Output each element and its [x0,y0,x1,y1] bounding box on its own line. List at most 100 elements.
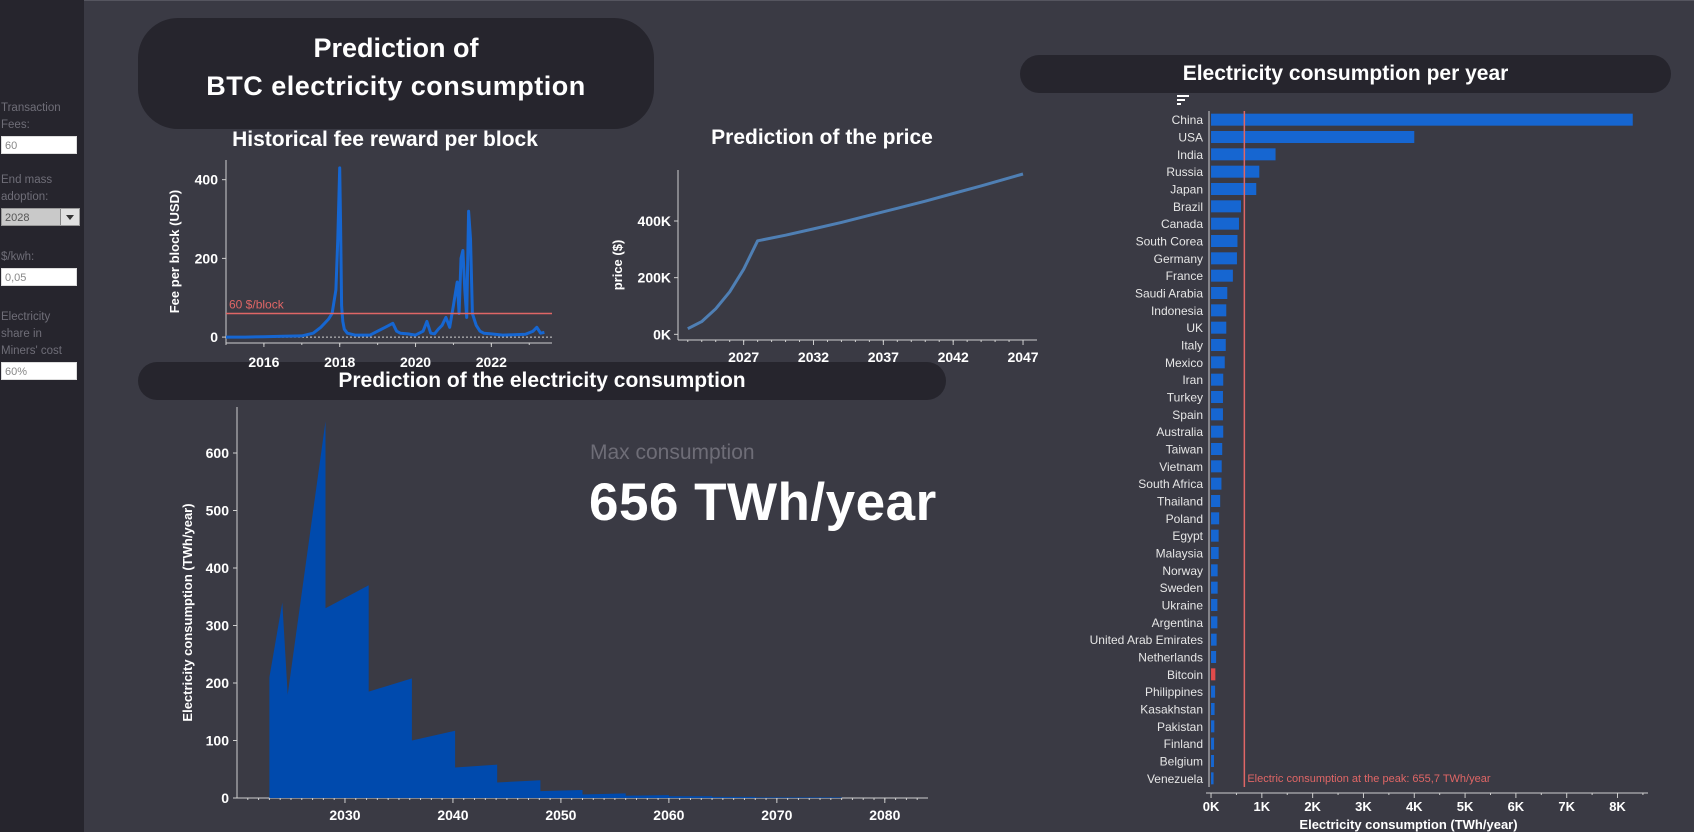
bar-x-tick-label: 5K [1457,799,1474,814]
bar-category-label: Australia [1156,425,1203,439]
bar-category-label: Brazil [1173,200,1203,214]
bar-venezuela [1211,772,1214,785]
cons-x-tick-label: 2080 [869,807,900,823]
bar-category-label: South Africa [1138,477,1203,491]
bar-x-axis-title: Electricity consumption (TWh/year) [1299,817,1517,832]
bar-category-label: France [1166,269,1204,283]
param-label: Electricity share in Miners' cost [1,311,62,357]
price-x-tick-label: 2047 [1007,349,1038,365]
fee-y-tick-label: 400 [195,172,219,188]
bar-category-label: Bitcoin [1167,668,1203,682]
param-price-kwh: $/kwh: 0,05 [1,249,81,286]
bar-netherlands [1211,651,1217,663]
bar-argentina [1211,616,1218,629]
price-kwh-input[interactable]: 0,05 [1,268,77,286]
bar-category-label: USA [1178,131,1203,145]
price-x-tick-label: 2037 [868,349,899,365]
param-end-mass-adoption: End mass adoption: 2028 [1,172,81,226]
fee-y-tick-label: 0 [210,329,218,345]
price-series-line [687,172,1024,331]
transaction-fees-input[interactable]: 60 [1,136,77,154]
bar-reference-label: Electric consumption at the peak: 655,7 … [1247,773,1490,785]
param-label: $/kwh: [1,251,35,263]
electricity-share-input[interactable]: 60% [1,362,77,380]
cons-x-tick-label: 2060 [653,807,684,823]
bar-category-label: Finland [1164,737,1203,751]
bar-category-label: Sweden [1160,581,1203,595]
bar-usa [1211,131,1415,143]
cons-y-tick-label: 100 [206,733,230,749]
bar-indonesia [1211,304,1227,317]
bar-kasakhstan [1211,703,1215,715]
kpi-label: Max consumption [590,441,755,464]
end-mass-adoption-select[interactable]: 2028 [1,208,80,226]
dashboard-title: Prediction of BTC electricity consumptio… [138,18,654,129]
param-electricity-share: Electricity share in Miners' cost 60% [1,309,81,380]
bar-category-label: Thailand [1157,495,1203,509]
fee-y-tick-label: 200 [195,250,219,266]
bar-category-label: Canada [1161,217,1203,231]
bar-spain [1211,408,1223,421]
bar-x-tick-label: 8K [1609,799,1626,814]
bar-category-label: Turkey [1167,391,1203,405]
cons-x-tick-label: 2070 [761,807,792,823]
bar-mexico [1211,356,1225,369]
bar-category-label: Netherlands [1138,651,1203,665]
bar-pakistan [1211,720,1215,733]
bar-category-label: Ukraine [1162,599,1204,613]
bar-category-label: Venezuela [1147,772,1203,786]
price-x-tick-label: 2042 [938,349,969,365]
price-y-tick-label: 200K [638,270,671,286]
cons-x-tick-label: 2030 [329,807,360,823]
bar-category-label: Argentina [1152,616,1204,630]
bar-category-label: Norway [1162,564,1203,578]
bar-category-label: Iran [1182,373,1203,387]
price-x-tick-label: 2032 [798,349,829,365]
cons-y-axis-title: Electricity consumption (TWh/year) [180,503,195,721]
price-chart-title: Prediction of the price [711,126,933,149]
bar-category-label: Taiwan [1166,443,1203,457]
bar-x-tick-label: 1K [1254,799,1271,814]
bar-bitcoin [1211,668,1216,681]
title-line-1: Prediction of [313,33,479,63]
fee-reference-label: 60 $/block [229,297,285,311]
bar-category-label: Saudi Arabia [1135,287,1203,301]
bar-category-label: Japan [1170,183,1203,197]
bar-category-label: Vietnam [1159,460,1203,474]
cons-y-tick-label: 500 [206,503,230,519]
bar-united-arab-emirates [1211,633,1217,646]
bar-japan [1211,183,1257,195]
fee-x-tick-label: 2018 [324,354,355,370]
fee-x-tick-label: 2016 [248,354,279,370]
price-y-tick-label: 0K [653,326,671,342]
bar-category-label: Mexico [1165,356,1203,370]
bar-category-label: Pakistan [1157,720,1203,734]
bar-taiwan [1211,443,1223,455]
fee-chart-title: Historical fee reward per block [232,128,538,151]
bar-turkey [1211,391,1223,403]
cons-y-tick-label: 200 [206,675,230,691]
bar-category-label: Belgium [1160,755,1203,769]
bar-russia [1211,165,1260,178]
bar-egypt [1211,529,1219,542]
dropdown-arrow-icon[interactable] [60,209,79,225]
bar-ukraine [1211,599,1218,611]
bar-uk [1211,321,1227,334]
fee-x-tick-label: 2022 [476,354,507,370]
bar-italy [1211,339,1226,351]
bar-france [1211,269,1233,282]
bar-malaysia [1211,547,1219,559]
price-y-axis-title: price ($) [610,240,625,291]
cons-y-tick-label: 300 [206,618,230,634]
bar-category-label: Germany [1154,252,1203,266]
title-line-2: BTC electricity consumption [206,71,586,101]
bar-category-label: Spain [1172,408,1203,422]
sort-icon[interactable] [1177,95,1189,107]
cons-x-tick-label: 2050 [545,807,576,823]
bar-category-label: China [1172,113,1204,127]
bar-germany [1211,252,1237,265]
bar-category-label: Poland [1166,512,1203,526]
consumption-header: Prediction of the electricity consumptio… [138,362,946,400]
bar-category-label: Italy [1181,339,1203,353]
